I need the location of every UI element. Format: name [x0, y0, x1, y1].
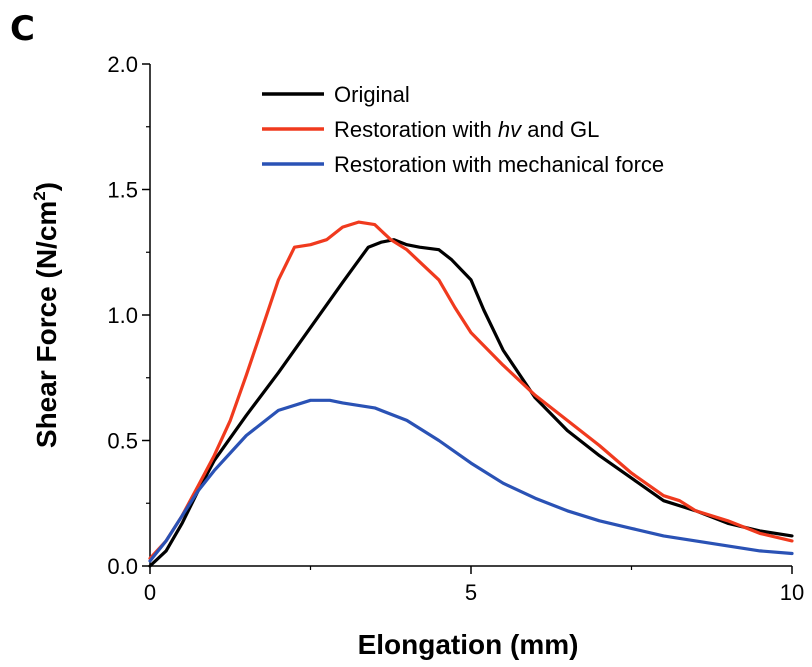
legend-label-hv-gl-prefix: Restoration with [334, 117, 498, 142]
y-tick-label: 1.0 [107, 303, 138, 328]
y-tick-label: 0.0 [107, 554, 138, 579]
y-axis-title-superscript: 2 [30, 191, 49, 200]
y-tick-label: 1.5 [107, 178, 138, 203]
legend-label-hv-gl-italic: hv [498, 117, 523, 142]
y-tick-label: 2.0 [107, 52, 138, 77]
legend-label-original-text: Original [334, 82, 410, 107]
y-tick-label: 0.5 [107, 429, 138, 454]
y-axis-title: Shear Force (N/cm2) [30, 182, 62, 448]
axis-tick-labels: 0.0 0.5 1.0 1.5 2.0 0 5 10 [107, 52, 804, 605]
y-axis-title-close: ) [31, 182, 62, 191]
x-tick-label: 5 [465, 580, 477, 605]
legend: Original Restoration with hv and GL Rest… [262, 82, 664, 177]
y-axis-title-main: Shear Force (N/cm [31, 201, 62, 448]
legend-label-mechanical: Restoration with mechanical force [334, 152, 664, 177]
series-hv-gl-line [148, 220, 794, 561]
x-tick-label: 0 [144, 580, 156, 605]
legend-label-hv-gl-suffix: and GL [521, 117, 599, 142]
series-original-line [148, 238, 794, 568]
series-mechanical-line [148, 398, 794, 563]
legend-label-hv-gl: Restoration with hv and GL [334, 117, 599, 142]
x-tick-label: 10 [780, 580, 804, 605]
legend-label-original: Original [334, 82, 410, 107]
panel-label: C [10, 9, 35, 49]
legend-label-mechanical-text: Restoration with mechanical force [334, 152, 664, 177]
x-axis-title: Elongation (mm) [358, 629, 579, 660]
data-series [148, 220, 794, 568]
